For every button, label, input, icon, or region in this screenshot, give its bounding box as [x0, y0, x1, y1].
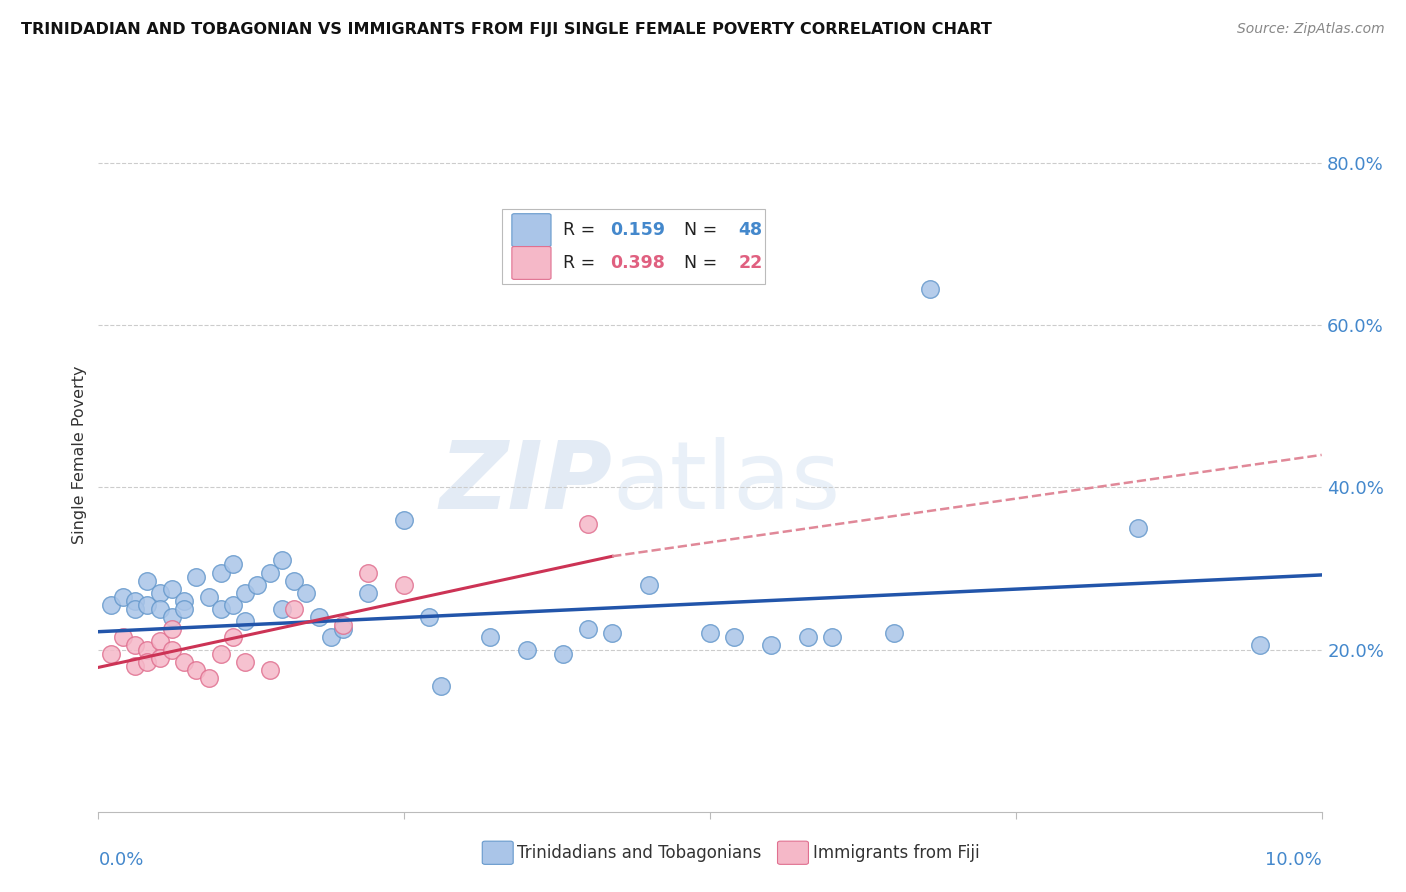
FancyBboxPatch shape [512, 246, 551, 279]
Point [197, 671, 219, 685]
Point [124, 594, 146, 608]
Point [1249, 639, 1271, 653]
Text: 48: 48 [738, 221, 762, 239]
Point [392, 577, 416, 591]
Point [233, 655, 256, 669]
Text: TRINIDADIAN AND TOBAGONIAN VS IMMIGRANTS FROM FIJI SINGLE FEMALE POVERTY CORRELA: TRINIDADIAN AND TOBAGONIAN VS IMMIGRANTS… [21, 22, 993, 37]
Point [637, 577, 661, 591]
Point [259, 566, 281, 580]
Point [283, 602, 305, 616]
FancyBboxPatch shape [512, 214, 551, 246]
Point [222, 631, 245, 645]
Point [209, 647, 232, 661]
Point [883, 626, 905, 640]
Point [149, 602, 172, 616]
Point [100, 598, 122, 612]
Text: 22: 22 [738, 254, 762, 272]
Point [332, 618, 354, 632]
Point [270, 553, 292, 567]
Point [209, 566, 232, 580]
Point [209, 602, 232, 616]
Point [160, 610, 183, 624]
Point [136, 655, 159, 669]
Point [186, 569, 208, 583]
Text: R =: R = [564, 254, 600, 272]
Point [160, 622, 183, 636]
Point [173, 655, 195, 669]
Point [308, 610, 330, 624]
Point [516, 642, 538, 657]
Point [160, 582, 183, 596]
Point [111, 631, 134, 645]
Point [553, 647, 575, 661]
Text: Trinidadians and Tobagonians: Trinidadians and Tobagonians [517, 844, 762, 862]
Text: ZIP: ZIP [439, 437, 612, 530]
Point [295, 586, 318, 600]
Point [723, 631, 745, 645]
Text: 0.0%: 0.0% [98, 851, 143, 869]
Point [149, 650, 172, 665]
Text: 10.0%: 10.0% [1265, 851, 1322, 869]
Point [124, 639, 146, 653]
Point [821, 631, 844, 645]
Point [1128, 521, 1150, 535]
Point [136, 642, 159, 657]
Point [136, 574, 159, 588]
Point [124, 658, 146, 673]
Y-axis label: Single Female Poverty: Single Female Poverty [72, 366, 87, 544]
Point [418, 610, 440, 624]
Point [124, 602, 146, 616]
Point [430, 679, 453, 693]
Point [233, 586, 256, 600]
Point [222, 558, 245, 572]
Point [233, 614, 256, 628]
Text: N =: N = [673, 221, 723, 239]
Text: R =: R = [564, 221, 600, 239]
Point [332, 622, 354, 636]
Point [283, 574, 305, 588]
Point [576, 516, 599, 531]
Point [246, 577, 269, 591]
Text: N =: N = [673, 254, 723, 272]
Point [173, 602, 195, 616]
Point [797, 631, 820, 645]
Point [111, 590, 134, 604]
Point [356, 566, 378, 580]
Point [136, 598, 159, 612]
Text: atlas: atlas [612, 437, 841, 530]
Point [160, 642, 183, 657]
Point [222, 598, 245, 612]
Point [173, 594, 195, 608]
Point [699, 626, 721, 640]
Point [149, 586, 172, 600]
FancyBboxPatch shape [502, 209, 765, 284]
Point [576, 622, 599, 636]
Point [392, 513, 416, 527]
Point [600, 626, 623, 640]
Point [186, 663, 208, 677]
Text: Immigrants from Fiji: Immigrants from Fiji [813, 844, 980, 862]
Point [356, 586, 378, 600]
Point [759, 639, 782, 653]
Point [197, 590, 219, 604]
Point [100, 647, 122, 661]
Point [478, 631, 501, 645]
Point [149, 634, 172, 648]
Text: Source: ZipAtlas.com: Source: ZipAtlas.com [1237, 22, 1385, 37]
Text: 0.159: 0.159 [610, 221, 665, 239]
Point [259, 663, 281, 677]
Text: 0.398: 0.398 [610, 254, 665, 272]
Point [270, 602, 292, 616]
Point [920, 282, 942, 296]
Point [319, 631, 342, 645]
